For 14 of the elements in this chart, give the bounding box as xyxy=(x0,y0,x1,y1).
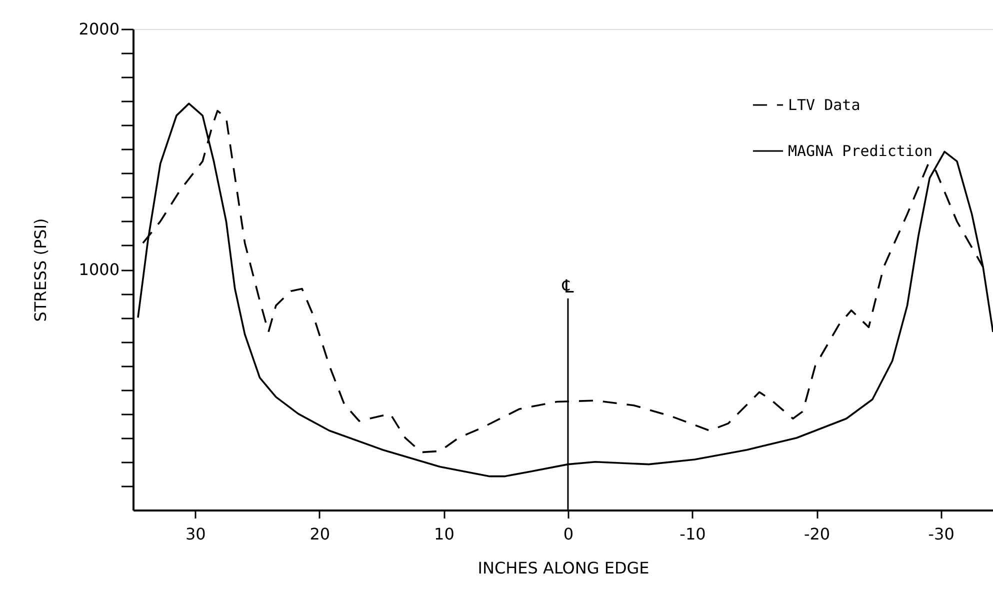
x-tick-label: 20 xyxy=(310,524,330,544)
x-tick-label: 30 xyxy=(185,524,206,544)
x-tick-label: -20 xyxy=(804,524,830,544)
legend-label: LTV Data xyxy=(788,96,860,114)
x-axis-title: INCHES ALONG EDGE xyxy=(478,558,650,578)
x-tick-label: -30 xyxy=(928,524,954,544)
x-tick-label: 10 xyxy=(434,524,454,544)
ref-line-label: ℄ xyxy=(561,276,574,298)
x-tick-label: 0 xyxy=(563,524,574,544)
y-tick-label: 1000 xyxy=(78,260,120,279)
legend-label: MAGNA Prediction xyxy=(788,142,932,160)
y-tick-label: 2000 xyxy=(78,20,120,38)
x-tick-label: -10 xyxy=(680,524,706,544)
y-axis-title: STRESS (PSI) xyxy=(30,218,50,322)
